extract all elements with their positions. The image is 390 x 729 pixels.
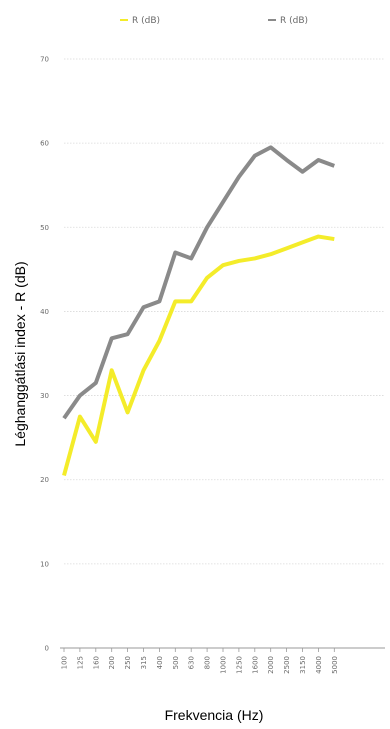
x-tick-label: 1000 xyxy=(220,656,228,674)
x-tick-label: 500 xyxy=(172,656,180,669)
y-tick-label: 10 xyxy=(40,560,49,568)
y-tick-label: 0 xyxy=(45,645,49,653)
x-tick-label: 400 xyxy=(156,656,164,669)
legend: R (dB) R (dB) xyxy=(120,16,308,26)
x-tick-label: 800 xyxy=(204,656,212,669)
x-tick-label: 630 xyxy=(188,656,196,669)
series-lines xyxy=(62,145,335,477)
series-line-1 xyxy=(62,234,335,477)
x-tick-label: 160 xyxy=(92,656,100,669)
x-tick-label: 1600 xyxy=(251,656,259,674)
x-tick-label: 3150 xyxy=(299,656,307,674)
y-tick-label: 50 xyxy=(40,224,49,232)
y-tick-label: 30 xyxy=(40,392,49,400)
x-tick-labels: 100 125 160 200 250 315 400 500 630 800 1000 1250 16… xyxy=(61,656,339,674)
grid-lines xyxy=(64,58,385,565)
x-tick-label: 1250 xyxy=(235,656,243,674)
y-tick-label: 60 xyxy=(40,140,49,148)
x-tick-label: 2500 xyxy=(283,656,291,674)
x-tick-label: 315 xyxy=(140,656,148,669)
y-tick-label: 40 xyxy=(40,308,49,316)
y-axis-title: Léghanggátlási index - R (dB) xyxy=(12,261,28,446)
y-tick-label: 20 xyxy=(40,476,49,484)
y-tick-label: 70 xyxy=(40,56,49,64)
x-tick-label: 4000 xyxy=(315,656,323,674)
x-tick-label: 200 xyxy=(108,656,116,669)
x-tick-label: 2000 xyxy=(267,656,275,674)
x-tick-label: 5000 xyxy=(331,656,339,674)
x-ticks xyxy=(63,648,335,652)
x-tick-label: 250 xyxy=(124,656,132,669)
legend-label: R (dB) xyxy=(132,16,160,26)
legend-label: R (dB) xyxy=(280,16,308,26)
series-line-2 xyxy=(62,145,335,420)
x-tick-label: 125 xyxy=(76,656,84,669)
x-tick-label: 100 xyxy=(61,656,69,669)
x-axis-title: Frekvencia (Hz) xyxy=(165,707,264,723)
y-tick-labels: 0 10 20 30 40 50 60 70 xyxy=(40,56,49,653)
